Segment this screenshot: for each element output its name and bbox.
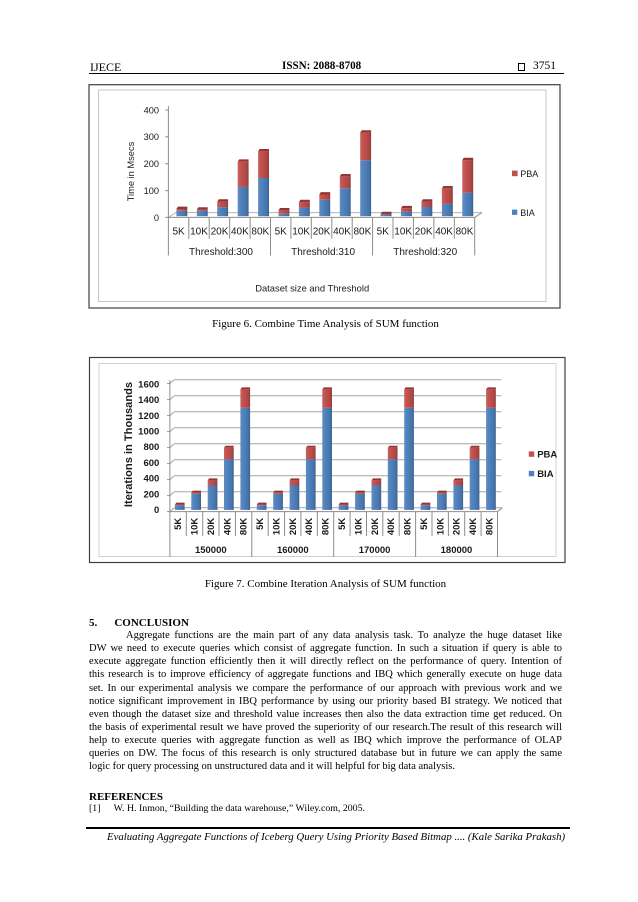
svg-text:1400: 1400 bbox=[138, 395, 159, 406]
svg-text:20K: 20K bbox=[452, 518, 463, 536]
svg-text:5K: 5K bbox=[275, 227, 288, 238]
svg-text:40K: 40K bbox=[333, 227, 351, 238]
svg-text:1200: 1200 bbox=[138, 411, 159, 422]
svg-text:40K: 40K bbox=[231, 227, 249, 238]
svg-text:Threshold:310: Threshold:310 bbox=[291, 247, 355, 258]
svg-text:20K: 20K bbox=[288, 518, 299, 536]
svg-text:200: 200 bbox=[144, 159, 159, 169]
svg-text:80K: 80K bbox=[484, 518, 495, 536]
svg-text:5K: 5K bbox=[255, 518, 266, 530]
svg-text:80K: 80K bbox=[321, 518, 332, 536]
svg-text:200: 200 bbox=[143, 489, 159, 500]
svg-text:10K: 10K bbox=[272, 518, 283, 536]
svg-text:BIA: BIA bbox=[520, 208, 535, 218]
svg-text:40K: 40K bbox=[386, 518, 397, 536]
svg-text:80K: 80K bbox=[251, 227, 269, 238]
svg-text:40K: 40K bbox=[435, 227, 453, 238]
svg-text:10K: 10K bbox=[190, 227, 208, 238]
svg-text:80K: 80K bbox=[354, 227, 372, 238]
svg-text:160000: 160000 bbox=[277, 545, 309, 556]
svg-text:1600: 1600 bbox=[138, 379, 159, 390]
svg-text:100: 100 bbox=[144, 186, 159, 196]
svg-text:20K: 20K bbox=[313, 227, 331, 238]
svg-text:Time in Msecs: Time in Msecs bbox=[126, 141, 136, 201]
svg-text:5K: 5K bbox=[377, 227, 390, 238]
svg-text:170000: 170000 bbox=[359, 545, 391, 556]
svg-text:5K: 5K bbox=[172, 227, 185, 238]
svg-text:150000: 150000 bbox=[195, 545, 227, 556]
svg-text:0: 0 bbox=[154, 213, 159, 223]
svg-text:180000: 180000 bbox=[441, 545, 473, 556]
svg-text:5K: 5K bbox=[419, 518, 430, 530]
svg-text:0: 0 bbox=[154, 505, 159, 516]
svg-text:PBA: PBA bbox=[520, 169, 538, 179]
svg-text:Dataset size and Threshold: Dataset size and Threshold bbox=[255, 283, 369, 294]
svg-text:80K: 80K bbox=[239, 518, 250, 536]
svg-text:5K: 5K bbox=[337, 518, 348, 530]
svg-text:800: 800 bbox=[143, 442, 159, 453]
svg-text:BIA: BIA bbox=[537, 469, 554, 480]
svg-text:PBA: PBA bbox=[537, 449, 557, 460]
svg-text:20K: 20K bbox=[206, 518, 217, 536]
svg-text:20K: 20K bbox=[211, 227, 229, 238]
svg-text:Threshold:300: Threshold:300 bbox=[189, 247, 253, 258]
svg-text:1000: 1000 bbox=[138, 427, 159, 438]
svg-text:80K: 80K bbox=[456, 227, 474, 238]
svg-text:40K: 40K bbox=[468, 518, 479, 536]
svg-text:80K: 80K bbox=[403, 518, 414, 536]
svg-text:400: 400 bbox=[144, 105, 159, 115]
svg-text:20K: 20K bbox=[370, 518, 381, 536]
svg-text:Threshold:320: Threshold:320 bbox=[393, 247, 457, 258]
svg-text:400: 400 bbox=[143, 474, 159, 485]
svg-text:10K: 10K bbox=[394, 227, 412, 238]
svg-text:10K: 10K bbox=[353, 518, 364, 536]
svg-text:40K: 40K bbox=[222, 518, 233, 536]
svg-text:600: 600 bbox=[143, 458, 159, 469]
svg-text:300: 300 bbox=[144, 132, 159, 142]
svg-text:40K: 40K bbox=[304, 518, 315, 536]
svg-text:10K: 10K bbox=[190, 518, 201, 536]
svg-text:20K: 20K bbox=[415, 227, 433, 238]
svg-text:Iterations in Thousands: Iterations in Thousands bbox=[123, 382, 135, 507]
svg-text:10K: 10K bbox=[435, 518, 446, 536]
svg-text:5K: 5K bbox=[173, 518, 184, 530]
svg-text:10K: 10K bbox=[292, 227, 310, 238]
